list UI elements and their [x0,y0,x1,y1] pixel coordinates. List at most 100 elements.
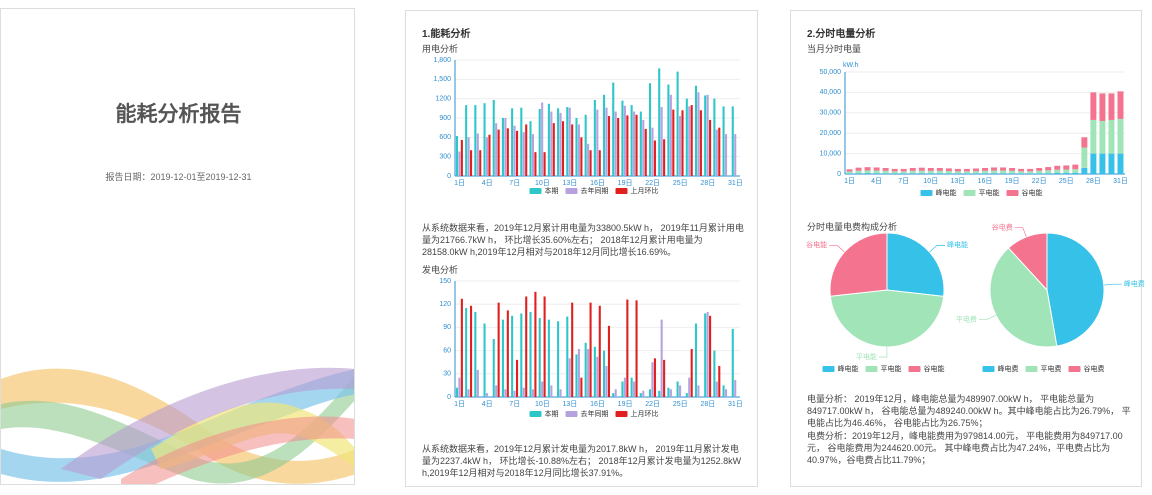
bar [455,387,459,397]
bar [534,291,537,397]
bar-segment [1072,169,1079,173]
x-tick-label: 13日 [951,177,966,185]
bar-segment [1108,93,1115,120]
legend-label: 峰电费 [998,364,1019,373]
bar [580,137,583,176]
pie-label: 平电能 [856,352,877,361]
bar-segment [954,171,961,174]
bar [511,108,514,176]
bar [621,100,624,176]
bar [713,98,716,176]
bar-segment [972,171,979,174]
legend-label: 平电费 [1041,364,1062,373]
bar-segment [1108,119,1115,154]
x-tick-label: 16日 [978,177,993,185]
pie-label: 峰电能 [947,240,968,249]
bar [467,389,470,397]
bar-segment [1000,167,1007,171]
bar [529,121,532,176]
bar [476,133,479,176]
bar-segment [909,167,916,171]
x-tick-label: 4日 [482,179,493,187]
bar [713,350,716,397]
bar [584,114,587,176]
bar [626,115,629,176]
cover-title: 能耗分析报告 [115,103,242,126]
bar-segment [1090,153,1097,174]
bar-segment [855,170,862,174]
bar [520,107,523,176]
x-tick-label: 28日 [700,400,715,408]
bar [577,124,580,176]
bar [506,128,509,176]
legend-swatch [982,366,995,372]
bar [504,389,507,397]
legend-label: 平电能 [881,364,902,373]
bar [676,71,679,176]
bar [455,136,459,176]
legend-swatch [1006,190,1019,196]
bar [575,118,578,176]
bar [580,377,583,397]
legend-swatch [1025,366,1038,372]
bar-segment [1036,173,1043,174]
x-tick-label: 19日 [618,400,633,408]
y-tick-label: 0 [447,394,451,401]
x-tick-label: 7日 [509,179,520,187]
legend-swatch [822,366,835,372]
bar-segment [1072,164,1079,170]
legend-label: 上月环比 [631,409,659,418]
bar-segment [972,173,979,174]
bar-segment [864,173,871,174]
bar-segment [891,171,898,174]
paragraph: 电费分析：2019年12月，峰电能费用为979814.00元， 平电能费用为84… [807,431,1123,465]
bar [531,389,535,397]
bar [651,362,654,397]
y-tick-label: 30 [443,371,451,378]
leader-line [829,244,845,253]
bar-segment [891,168,898,172]
bar-segment [1027,173,1034,174]
bar-segment [936,173,943,174]
bar-segment [1063,172,1070,174]
bar [598,305,601,397]
bar-segment [1090,92,1097,120]
bar [709,315,712,397]
x-tick-label: 4日 [482,400,493,408]
bar [575,354,578,397]
bar-segment [855,173,862,174]
paragraph: 从系统数据来看，2019年12月累计发电量为2017.8kW h， 2019年1… [422,444,742,478]
bar [460,139,463,176]
bar-segment [1099,153,1106,174]
bar [589,302,592,397]
bar [470,305,473,397]
legend-label: 本期 [545,409,559,418]
y-tick-label: 90 [443,324,451,331]
leader-line [1014,227,1027,237]
x-tick-label: 1日 [454,179,465,187]
bar [515,359,519,397]
x-tick-label: 13日 [563,179,578,187]
bar [515,130,519,176]
bar-segment [1117,91,1124,119]
bar [557,108,560,176]
legend-swatch [565,411,578,417]
bar [614,389,617,397]
x-tick-label: 31日 [728,400,743,408]
section-heading: 1.能耗分析 [422,29,471,40]
legend-label: 谷电费 [1084,364,1105,373]
x-tick-label: 31日 [728,179,743,187]
legend-label: 本期 [545,186,559,195]
x-tick-label: 31日 [1113,177,1128,185]
bar [492,339,495,397]
bar-segment [846,169,853,172]
bar [603,94,606,176]
bar [534,152,537,176]
bar-segment [846,173,853,174]
bar [669,389,672,397]
bar-segment [945,171,952,174]
bar [731,328,734,397]
bar [658,68,661,176]
bar-segment [891,173,898,174]
